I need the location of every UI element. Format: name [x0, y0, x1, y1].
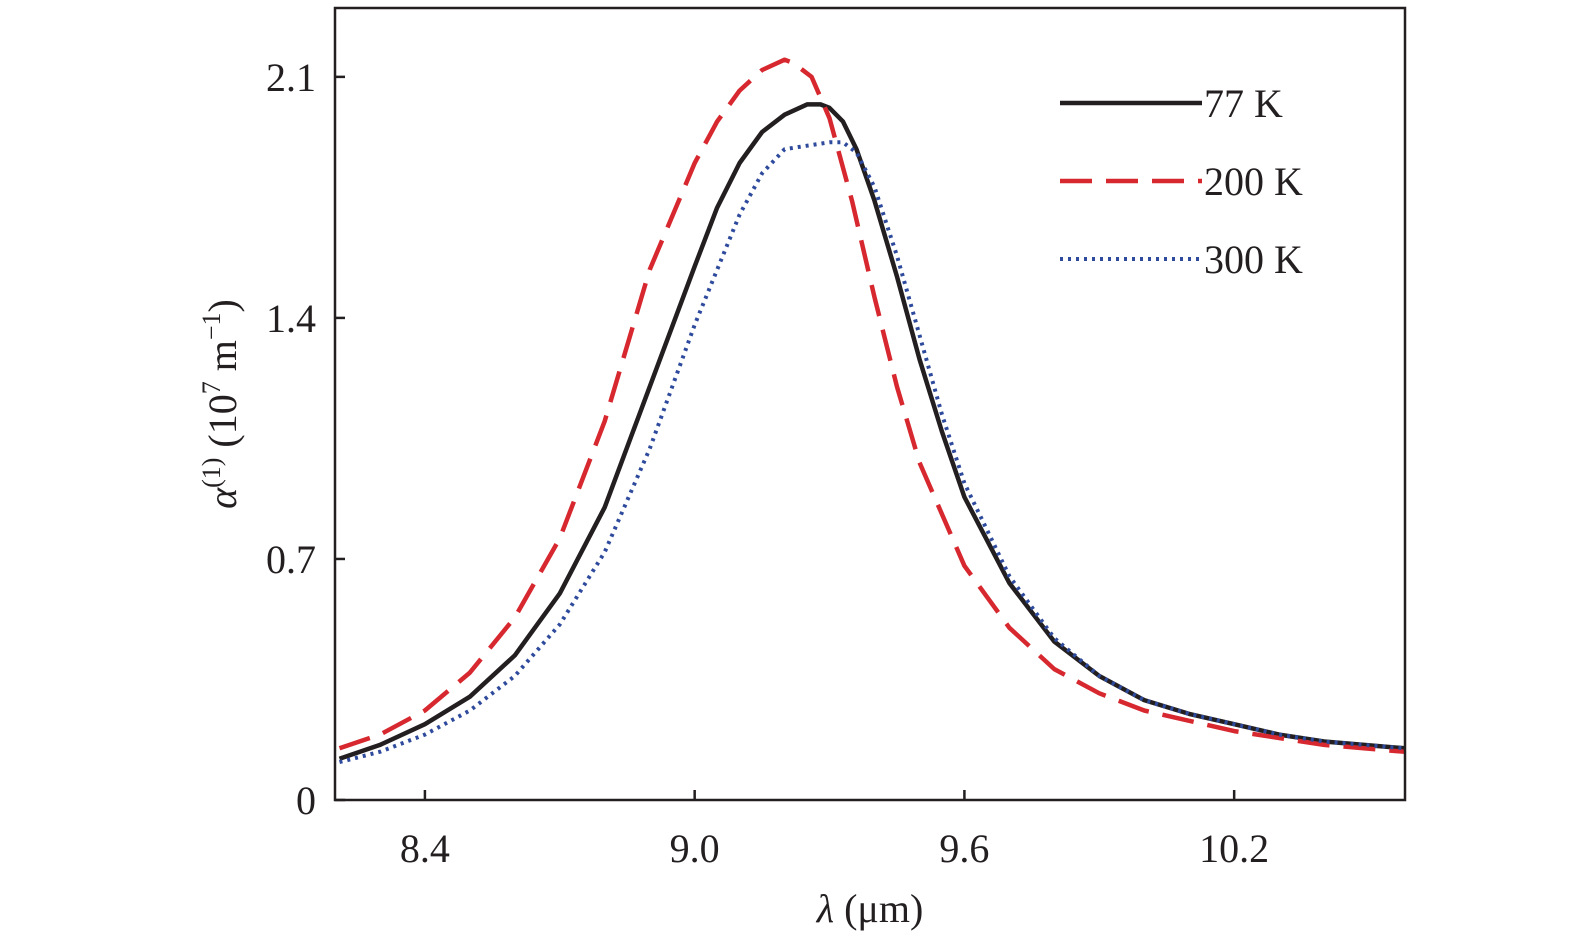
legend-label-0: 77 K — [1204, 81, 1283, 126]
x-tick-label: 9.0 — [670, 826, 720, 871]
x-tick-label: 10.2 — [1199, 826, 1269, 871]
y-axis-symbol: α — [200, 487, 245, 509]
y-axis-unit-suffix: ) — [200, 299, 245, 312]
x-tick-label: 9.6 — [939, 826, 989, 871]
y-axis-unit-exp2: −1 — [197, 312, 226, 340]
y-tick-label: 1.4 — [266, 296, 316, 341]
y-tick-label: 0 — [296, 778, 316, 823]
y-tick-label: 0.7 — [266, 537, 316, 582]
y-axis-title: α(1) (107 m−1) — [197, 299, 245, 509]
legend-label-2: 300 K — [1204, 237, 1303, 282]
labels-layer: 8.4 9.0 9.6 10.2 0 0.7 1.4 2.1 — [266, 55, 1269, 871]
series-line-0 — [338, 102, 1406, 761]
x-axis-unit: (μm) — [834, 886, 923, 931]
y-tick-label: 2.1 — [266, 55, 316, 100]
legend-label-1: 200 K — [1204, 159, 1303, 204]
x-axis-title: λ (μm) — [816, 886, 924, 931]
y-axis-unit-exp: 7 — [197, 381, 226, 394]
y-axis-superscript: (1) — [197, 458, 226, 488]
x-axis-symbol: λ — [816, 886, 834, 931]
y-axis-unit-mid: m — [200, 340, 245, 381]
x-tick-label: 8.4 — [400, 826, 450, 871]
series-layer — [338, 57, 1406, 765]
y-axis-unit-prefix: (10 — [200, 394, 245, 457]
plot-frame — [333, 6, 1407, 802]
legend: 77 K 200 K 300 K — [1060, 81, 1303, 282]
series-line-1 — [338, 57, 1406, 755]
